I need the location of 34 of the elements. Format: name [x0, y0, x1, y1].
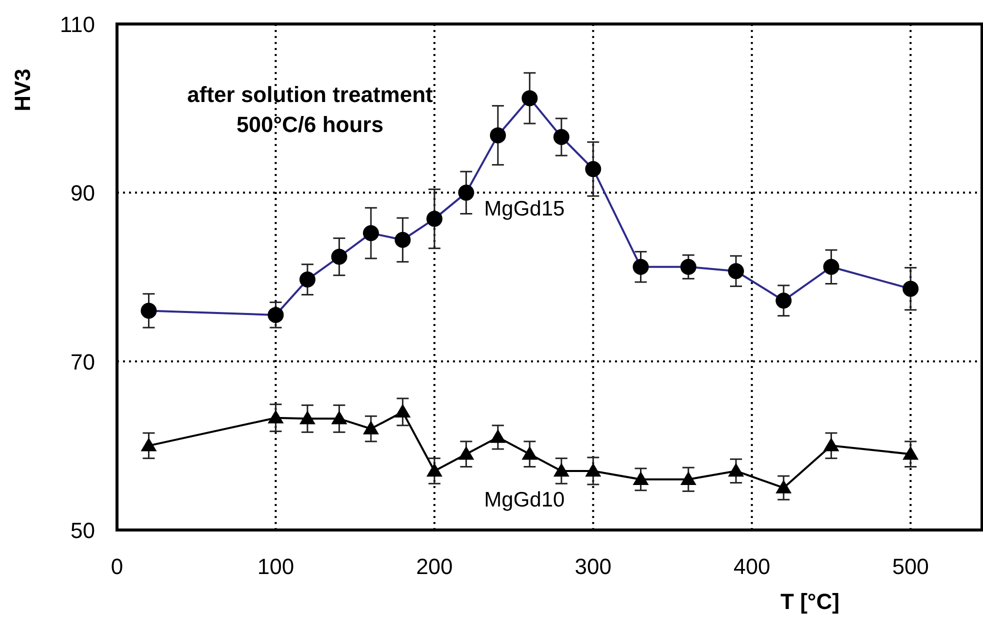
x-tick-label: 100	[257, 554, 294, 579]
annotation: after solution treatment	[187, 82, 434, 107]
point	[426, 462, 442, 477]
series-label: MgGd10	[484, 488, 565, 512]
y-tick-label: 70	[70, 349, 95, 374]
y-axis-title: HV3	[10, 68, 35, 112]
point	[331, 410, 348, 424]
x-tick-label: 500	[892, 554, 929, 579]
point	[680, 471, 696, 485]
annotation: 500°C/6 hours	[236, 112, 384, 137]
y-tick-label: 110	[60, 12, 95, 37]
point	[362, 420, 379, 434]
point	[268, 410, 284, 424]
x-tick-label: 300	[574, 554, 612, 579]
point	[776, 480, 792, 494]
x-axis-title: T [°C]	[780, 589, 840, 614]
point	[585, 462, 602, 477]
series-label: MgGd15	[484, 197, 565, 220]
point	[632, 471, 649, 485]
y-tick-label: 90	[70, 180, 95, 206]
point	[490, 429, 506, 443]
point	[522, 446, 538, 460]
x-tick-label: 0	[110, 554, 124, 579]
point	[299, 410, 316, 424]
y-tick-label: 50	[70, 518, 95, 543]
point	[458, 446, 474, 460]
point	[140, 438, 157, 452]
point	[728, 462, 744, 477]
x-tick-label: 200	[416, 554, 453, 579]
x-tick-label: 400	[734, 554, 770, 579]
point	[394, 404, 411, 418]
point	[902, 446, 919, 460]
point	[553, 462, 570, 477]
point	[823, 438, 840, 452]
